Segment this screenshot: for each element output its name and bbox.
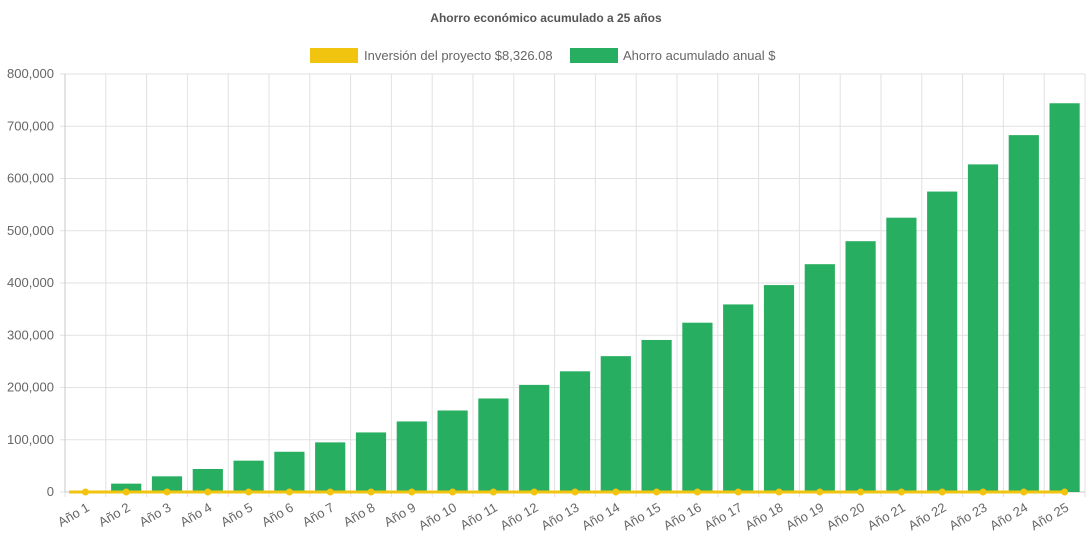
x-tick-label: Año 19 xyxy=(783,500,826,534)
investment-point[interactable] xyxy=(775,488,783,496)
x-tick-label: Año 14 xyxy=(579,500,622,534)
bar-savings[interactable] xyxy=(927,191,958,492)
y-tick-label: 0 xyxy=(47,484,54,499)
bar-savings[interactable] xyxy=(967,164,999,492)
x-tick-label: Año 13 xyxy=(538,500,581,534)
x-tick-label: Año 3 xyxy=(137,500,174,530)
investment-point[interactable] xyxy=(979,488,987,496)
x-tick-label: Año 5 xyxy=(218,500,255,530)
x-tick-label: Año 2 xyxy=(96,500,133,530)
investment-point[interactable] xyxy=(938,488,946,496)
x-tick-label: Año 11 xyxy=(458,500,500,533)
y-tick-label: 800,000 xyxy=(7,66,54,81)
investment-point[interactable] xyxy=(408,488,416,496)
investment-point[interactable] xyxy=(122,488,130,496)
bar-savings[interactable] xyxy=(763,285,795,492)
bar-savings[interactable] xyxy=(804,264,835,492)
x-tick-label: Año 7 xyxy=(300,500,337,530)
bar-savings[interactable] xyxy=(559,371,591,492)
x-tick-label: Año 4 xyxy=(177,500,214,530)
x-tick-label: Año 21 xyxy=(865,500,908,534)
bar-savings[interactable] xyxy=(886,217,917,492)
y-tick-label: 100,000 xyxy=(7,432,54,447)
investment-point[interactable] xyxy=(857,488,865,496)
investment-point[interactable] xyxy=(367,488,375,496)
bar-savings[interactable] xyxy=(478,398,509,492)
bar-savings[interactable] xyxy=(437,410,468,492)
investment-point[interactable] xyxy=(81,488,89,496)
investment-point[interactable] xyxy=(571,488,579,496)
investment-point[interactable] xyxy=(897,488,905,496)
bar-savings[interactable] xyxy=(192,469,223,492)
bar-savings[interactable] xyxy=(315,442,346,492)
investment-point[interactable] xyxy=(204,488,212,496)
x-tick-label: Año 20 xyxy=(824,500,867,534)
investment-point[interactable] xyxy=(612,488,620,496)
bars xyxy=(70,103,1080,492)
y-axis-ticks: 0 100,000 200,000 300,000 400,000 500,000 600,… xyxy=(7,66,54,499)
x-tick-label: Año 15 xyxy=(620,500,663,534)
investment-point[interactable] xyxy=(449,488,457,496)
investment-point[interactable] xyxy=(734,488,742,496)
x-tick-label: Año 17 xyxy=(702,500,745,534)
investment-point[interactable] xyxy=(530,488,538,496)
y-tick-label: 200,000 xyxy=(7,380,54,395)
bar-savings[interactable] xyxy=(682,322,713,492)
x-tick-label: Año 6 xyxy=(259,500,296,530)
chart-title: Ahorro económico acumulado a 25 años xyxy=(430,11,662,25)
x-tick-label: Año 16 xyxy=(661,500,704,534)
x-tick-label: Año 23 xyxy=(946,500,989,534)
investment-point[interactable] xyxy=(1020,488,1028,496)
bar-savings[interactable] xyxy=(845,241,876,492)
bar-savings[interactable] xyxy=(151,476,183,492)
legend-swatch-savings xyxy=(570,48,618,63)
investment-point[interactable] xyxy=(326,488,334,496)
grid xyxy=(60,73,1086,497)
investment-point[interactable] xyxy=(816,488,824,496)
legend-swatch-investment xyxy=(310,48,358,63)
bar-savings[interactable] xyxy=(600,356,631,492)
y-tick-label: 400,000 xyxy=(7,275,54,290)
bar-savings[interactable] xyxy=(396,421,427,492)
y-tick-label: 700,000 xyxy=(7,118,54,133)
x-tick-label: Año 22 xyxy=(906,500,949,534)
investment-point[interactable] xyxy=(693,488,701,496)
x-tick-label: Año 12 xyxy=(498,500,541,534)
bar-savings[interactable] xyxy=(355,432,387,492)
x-tick-label: Año 18 xyxy=(742,500,785,534)
investment-point[interactable] xyxy=(489,488,497,496)
x-tick-label: Año 8 xyxy=(341,500,378,530)
investment-point[interactable] xyxy=(1061,488,1069,496)
bar-savings[interactable] xyxy=(233,460,264,492)
bar-savings[interactable] xyxy=(274,451,305,492)
legend[interactable]: Inversión del proyecto $8,326.08 Ahorro … xyxy=(310,48,776,63)
y-tick-label: 600,000 xyxy=(7,171,54,186)
bar-savings[interactable] xyxy=(641,339,672,492)
investment-line xyxy=(69,488,1069,496)
x-tick-label: Año 10 xyxy=(416,500,459,534)
bar-savings[interactable] xyxy=(1008,135,1039,492)
y-tick-label: 500,000 xyxy=(7,223,54,238)
x-tick-label: Año 9 xyxy=(381,500,418,530)
x-tick-label: Año 24 xyxy=(987,500,1030,534)
bar-savings[interactable] xyxy=(111,483,142,492)
investment-point[interactable] xyxy=(245,488,253,496)
x-axis-ticks: Año 1 Año 2 Año 3 Año 4 Año 5 Año 6 Año 7 Año 8… xyxy=(55,500,1071,534)
bar-savings[interactable] xyxy=(1049,103,1080,492)
x-tick-label: Año 25 xyxy=(1028,500,1071,534)
legend-label-investment: Inversión del proyecto $8,326.08 xyxy=(364,48,553,63)
investment-point[interactable] xyxy=(163,488,171,496)
y-tick-label: 300,000 xyxy=(7,327,54,342)
bar-savings[interactable] xyxy=(519,384,550,492)
investment-point[interactable] xyxy=(285,488,293,496)
bar-savings[interactable] xyxy=(723,304,754,492)
x-tick-label: Año 1 xyxy=(55,500,92,530)
legend-label-savings: Ahorro acumulado anual $ xyxy=(623,48,776,63)
investment-point[interactable] xyxy=(653,488,661,496)
